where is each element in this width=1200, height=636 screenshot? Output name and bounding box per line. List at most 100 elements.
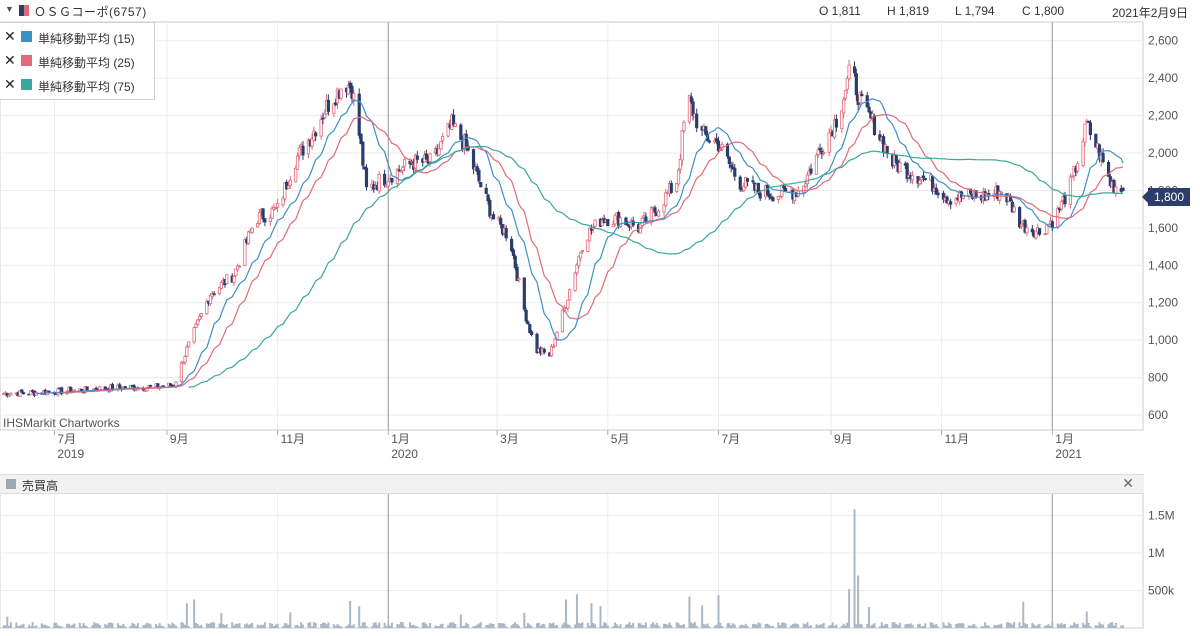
candle-body bbox=[314, 132, 318, 137]
candle-body bbox=[453, 123, 457, 127]
volume-bar bbox=[194, 623, 197, 628]
volume-bar bbox=[352, 624, 355, 628]
volume-bar bbox=[300, 622, 303, 628]
candle-body bbox=[1106, 162, 1111, 177]
volume-bar bbox=[247, 624, 250, 628]
volume-bar bbox=[55, 622, 58, 628]
candle-body bbox=[397, 169, 401, 172]
volume-bar bbox=[871, 624, 874, 628]
volume-bar bbox=[193, 599, 196, 628]
legend-item-ma25: ✕ 単純移動平均 (25) bbox=[0, 49, 154, 73]
candle-body bbox=[1088, 122, 1092, 136]
candle-body bbox=[756, 182, 760, 193]
volume-bar bbox=[370, 626, 373, 628]
volume-bar bbox=[461, 625, 464, 628]
volume-bar bbox=[497, 622, 500, 628]
remove-ma75-close-icon[interactable]: ✕ bbox=[4, 76, 16, 92]
candle-body bbox=[691, 101, 695, 116]
volume-bar bbox=[579, 623, 582, 628]
candle-body bbox=[401, 166, 405, 171]
candle-body bbox=[339, 88, 343, 99]
candle-body bbox=[744, 177, 748, 188]
volume-bar bbox=[272, 626, 275, 628]
candle-body bbox=[196, 319, 200, 325]
candle-body bbox=[1025, 227, 1029, 234]
volume-bar bbox=[670, 625, 673, 628]
volume-tick-label: 1.5M bbox=[1148, 509, 1175, 523]
volume-bar bbox=[869, 625, 872, 628]
volume-bar bbox=[793, 623, 796, 628]
volume-bar bbox=[1098, 622, 1101, 628]
candle-body bbox=[1037, 228, 1042, 235]
volume-bar bbox=[639, 623, 642, 628]
volume-panel-close-icon[interactable]: ✕ bbox=[1122, 475, 1134, 491]
volume-bar bbox=[436, 626, 439, 628]
volume-bar bbox=[904, 624, 907, 628]
volume-bar bbox=[131, 622, 134, 628]
volume-bar bbox=[592, 622, 595, 628]
volume-bar bbox=[1063, 623, 1066, 628]
volume-bar bbox=[586, 622, 589, 628]
candle-body bbox=[257, 212, 262, 225]
volume-bar bbox=[289, 612, 292, 628]
volume-bar bbox=[389, 625, 392, 628]
volume-bar bbox=[955, 624, 958, 628]
candle-body bbox=[475, 166, 479, 172]
volume-bar bbox=[802, 623, 805, 628]
volume-bar bbox=[307, 622, 310, 628]
volume-bar bbox=[742, 625, 745, 628]
volume-bar bbox=[57, 625, 60, 628]
volume-bar bbox=[1038, 623, 1041, 628]
volume-bar bbox=[779, 625, 782, 628]
volume-bar bbox=[174, 625, 177, 628]
candle-body bbox=[802, 185, 806, 193]
volume-bar bbox=[857, 575, 860, 628]
candle-body bbox=[707, 140, 711, 143]
volume-bar bbox=[516, 624, 519, 628]
remove-ma15-close-icon[interactable]: ✕ bbox=[4, 28, 16, 44]
candle-body bbox=[306, 139, 311, 155]
volume-bar bbox=[332, 624, 335, 628]
volume-bar bbox=[741, 624, 744, 628]
volume-bar bbox=[514, 622, 517, 628]
candle-body bbox=[662, 204, 666, 213]
volume-bar bbox=[982, 626, 985, 628]
candle-body bbox=[680, 130, 684, 161]
remove-ma25-close-icon[interactable]: ✕ bbox=[4, 52, 16, 68]
volume-bar bbox=[755, 624, 758, 628]
volume-bar bbox=[459, 614, 462, 628]
volume-bar bbox=[479, 622, 482, 628]
candle-body bbox=[568, 289, 572, 301]
price-tick-label: 1,000 bbox=[1148, 333, 1178, 347]
volume-bar bbox=[31, 622, 34, 628]
candle-body bbox=[199, 313, 203, 317]
volume-bar bbox=[804, 624, 807, 628]
candle-body bbox=[217, 287, 222, 294]
volume-bar bbox=[282, 626, 285, 628]
candle-body bbox=[399, 170, 403, 173]
volume-bar bbox=[893, 622, 896, 628]
collapse-triangle-icon[interactable]: ▼ bbox=[5, 4, 14, 14]
volume-bar bbox=[581, 622, 584, 628]
volume-bar bbox=[537, 622, 540, 628]
candle-body bbox=[631, 220, 635, 226]
volume-bar bbox=[361, 622, 364, 628]
volume-bar bbox=[1013, 622, 1016, 628]
volume-bar bbox=[69, 625, 72, 628]
volume-bar bbox=[200, 625, 203, 628]
volume-bar bbox=[1058, 624, 1061, 628]
volume-bar bbox=[777, 622, 780, 628]
volume-bar bbox=[29, 626, 32, 628]
volume-bar bbox=[1018, 622, 1021, 628]
volume-bar bbox=[575, 594, 578, 628]
volume-bar bbox=[17, 625, 20, 628]
candle-body bbox=[586, 239, 590, 252]
close-value: C 1,800 bbox=[1022, 4, 1065, 18]
volume-bar bbox=[263, 622, 266, 628]
volume-bar bbox=[124, 626, 127, 628]
volume-bar bbox=[438, 625, 441, 628]
volume-bar bbox=[543, 624, 546, 628]
candle-body bbox=[528, 324, 532, 333]
volume-bar bbox=[753, 623, 756, 628]
volume-bar bbox=[142, 625, 145, 628]
